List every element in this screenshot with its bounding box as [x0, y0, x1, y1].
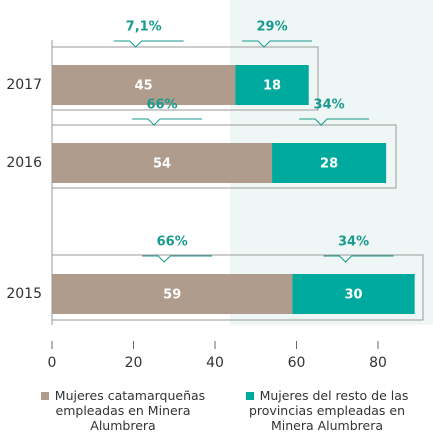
legend-item: Mujeres catamarqueñas empleadas en Miner… [28, 388, 218, 433]
legend-label: Mujeres del resto de las provincias empl… [248, 388, 409, 433]
value-label: 45 [135, 79, 153, 94]
bar-segment [52, 274, 293, 314]
chart: 2017 45 7,1% 18 29% 2016 54 66% 28 34% 2015 59 66% 30… [6, 0, 433, 371]
x-tick-label: 60 [288, 355, 306, 371]
y-tick-label: 2015 [6, 286, 42, 302]
value-label: 54 [153, 157, 171, 172]
value-label: 28 [320, 157, 338, 172]
annotation-bracket [299, 118, 370, 126]
annotation: 29% [256, 20, 287, 35]
x-tick-label: 80 [369, 355, 387, 371]
value-label: 59 [163, 288, 181, 303]
legend-swatch [245, 392, 254, 400]
x-tick-label: 40 [206, 355, 224, 371]
row-frame [52, 46, 319, 111]
row-frame [52, 124, 397, 189]
annotation: 66% [146, 98, 177, 113]
annotation-bracket [132, 118, 203, 126]
y-tick-label: 2016 [6, 155, 42, 171]
bar-segment [292, 274, 415, 314]
annotation: 34% [338, 235, 369, 250]
row-frame [52, 254, 424, 321]
annotation-bracket [113, 40, 184, 48]
y-tick-label: 2017 [6, 77, 42, 93]
legend-swatch [40, 392, 49, 400]
annotation: 34% [314, 98, 345, 113]
bar-segment [235, 65, 309, 105]
legend-label: Mujeres catamarqueñas empleadas en Miner… [54, 388, 206, 433]
bar-segment [52, 143, 273, 183]
x-tick-label: 20 [125, 355, 143, 371]
x-tick-label: 0 [48, 355, 57, 371]
annotation: 7,1% [126, 20, 162, 35]
value-label: 30 [345, 288, 363, 303]
bar-segment [272, 143, 387, 183]
annotation-bracket [242, 40, 313, 48]
annotation-bracket [142, 255, 213, 263]
annotation-bracket [323, 255, 394, 263]
value-label: 18 [263, 79, 281, 94]
bar-segment [52, 65, 236, 105]
legend-item: Mujeres del resto de las provincias empl… [232, 388, 422, 433]
annotation: 66% [157, 235, 188, 250]
